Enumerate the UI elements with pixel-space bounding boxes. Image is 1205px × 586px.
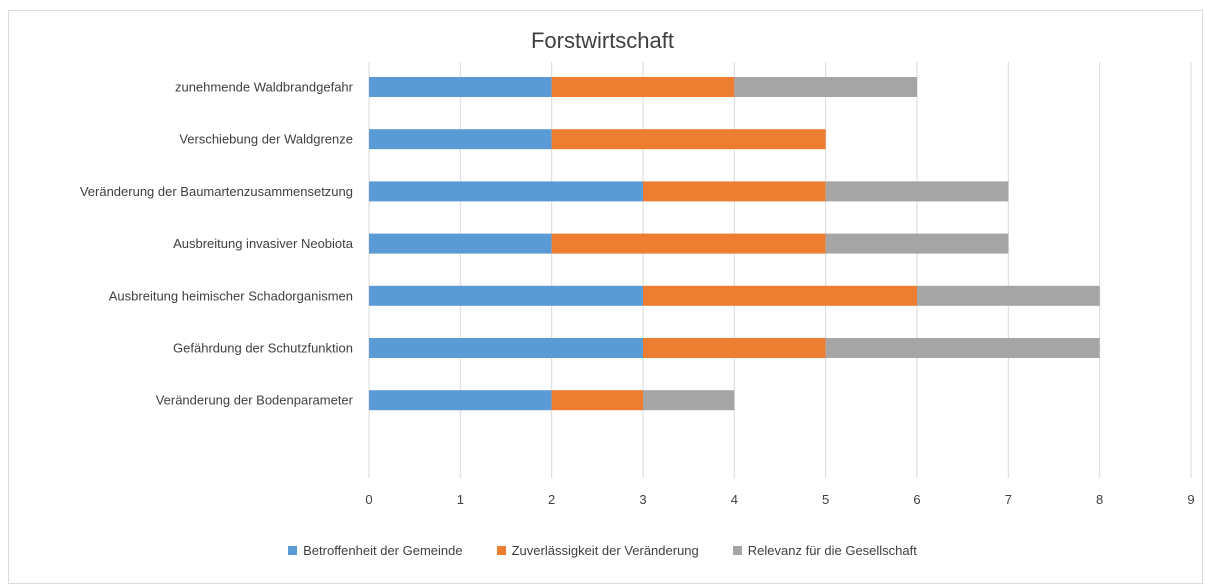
bar-segment (551, 233, 826, 254)
bar-segment (825, 338, 1100, 358)
legend-item: Betroffenheit der Gemeinde (288, 543, 463, 558)
legend-swatch (732, 546, 742, 555)
legend-item: Zuverlässigkeit der Veränderung (496, 543, 699, 558)
bar-segment (734, 77, 917, 97)
chart-title: Forstwirtschaft (530, 28, 675, 53)
bar-segment (369, 390, 552, 411)
legend-item: Relevanz für die Gesellschaft (732, 543, 917, 558)
legend-label: Relevanz für die Gesellschaft (747, 543, 917, 558)
x-tick-label: 4 (731, 492, 738, 507)
x-tick-label: 2 (548, 492, 555, 507)
x-tick-label: 6 (913, 492, 920, 507)
bar-segment (551, 390, 643, 411)
category-label: Veränderung der Baumartenzusammensetzung (80, 184, 353, 199)
bar-segment (643, 285, 917, 306)
bar-segment (369, 233, 552, 254)
x-tick-label: 9 (1187, 492, 1194, 507)
legend-swatch (288, 546, 298, 555)
bar-segment (643, 390, 735, 411)
legend-swatch (496, 546, 506, 555)
legend: Betroffenheit der Gemeinde Zuverlässigkei… (0, 543, 1205, 558)
bar-segment (825, 181, 1009, 202)
bar-segment (551, 77, 735, 97)
bar-segment (369, 285, 643, 306)
category-label: Ausbreitung invasiver Neobiota (173, 236, 354, 251)
legend-label: Betroffenheit der Gemeinde (303, 543, 463, 558)
category-label: zunehmende Waldbrandgefahr (175, 80, 354, 95)
bar-segment (917, 285, 1100, 306)
bar-segment (551, 129, 826, 150)
category-label: Gefährdung der Schutzfunktion (173, 341, 353, 356)
x-tick-label: 7 (1005, 492, 1012, 507)
category-label: Verschiebung der Waldgrenze (179, 132, 353, 147)
bar-segment (825, 233, 1009, 254)
legend-label: Zuverlässigkeit der Veränderung (511, 543, 699, 558)
bar-segment (369, 338, 643, 358)
bar-segment (643, 181, 826, 202)
category-label: Ausbreitung heimischer Schadorganismen (109, 288, 353, 303)
x-tick-label: 1 (457, 492, 464, 507)
bar-segment (369, 129, 552, 150)
bar-segment (369, 77, 552, 97)
x-tick-label: 5 (822, 492, 829, 507)
x-tick-label: 3 (639, 492, 646, 507)
bar-segment (369, 181, 643, 202)
x-tick-label: 8 (1096, 492, 1103, 507)
bar-segment (643, 338, 826, 358)
x-tick-label: 0 (365, 492, 372, 507)
category-label: Veränderung der Bodenparameter (156, 393, 354, 408)
